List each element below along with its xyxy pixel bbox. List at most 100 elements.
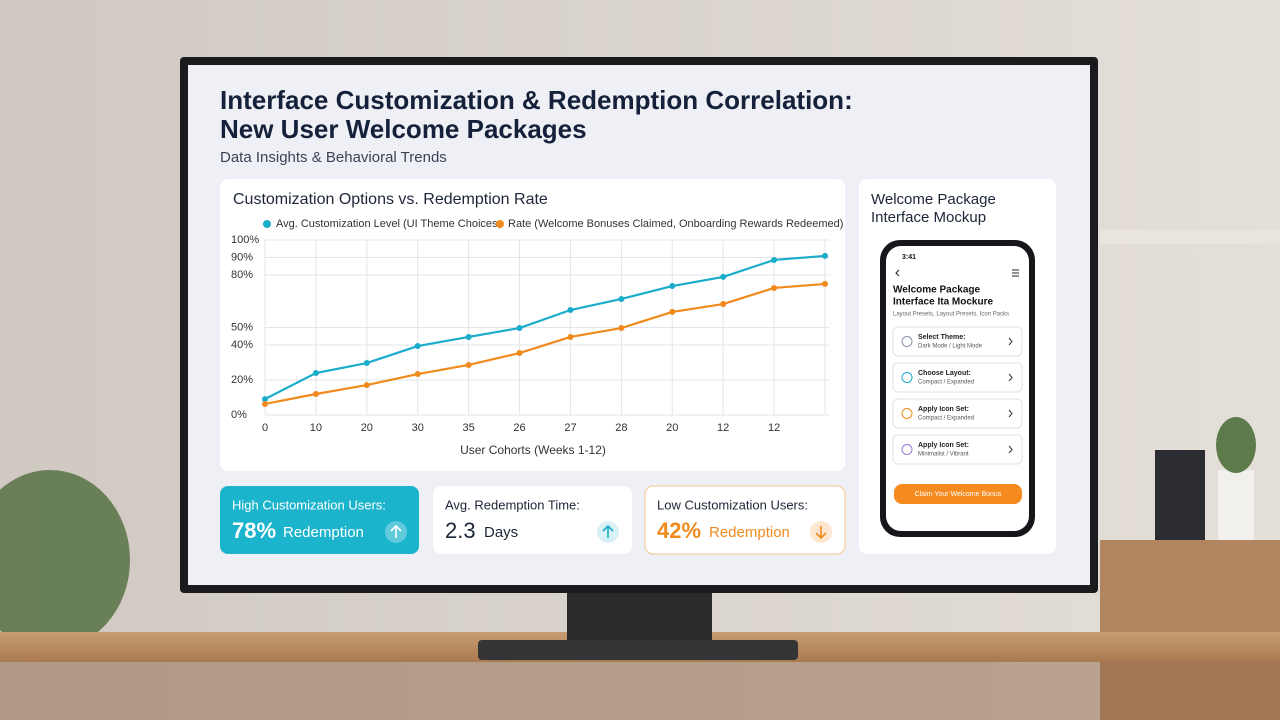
stand-base xyxy=(478,640,798,660)
data-point xyxy=(567,333,574,340)
up-arrow xyxy=(602,524,614,538)
x-tick-label: 27 xyxy=(564,422,576,434)
stat-unit: Redemption xyxy=(709,524,790,541)
chart-title: Customization Options vs. Redemption Rat… xyxy=(233,191,548,208)
mockup-title: Welcome Package xyxy=(871,191,996,208)
plant-left xyxy=(0,470,130,650)
y-tick-label: 40% xyxy=(231,339,253,351)
option-detail: Compact / Expanded xyxy=(918,380,974,386)
stat-value: 78% xyxy=(232,518,276,543)
title: Interface Customization & Redemption Cor… xyxy=(220,85,853,115)
screen-title: Interface Ita Mockure xyxy=(893,297,993,308)
data-point xyxy=(465,333,472,340)
y-tick-label: 0% xyxy=(231,409,247,421)
data-point xyxy=(465,361,472,368)
x-tick-label: 30 xyxy=(412,422,424,434)
x-tick-label: 12 xyxy=(768,422,780,434)
up-arrow xyxy=(390,524,402,538)
option-row[interactable] xyxy=(892,326,1023,357)
legend-label: Avg. Customization Level (UI Theme Choic… xyxy=(276,218,501,230)
legend-swatch xyxy=(496,220,504,228)
data-point xyxy=(363,382,370,389)
data-point xyxy=(516,325,523,332)
title: New User Welcome Packages xyxy=(220,114,587,144)
stat-value: 42% xyxy=(657,518,701,543)
stat-card xyxy=(644,485,846,555)
item-list: Select Theme: Dark Mode / Light Mode Choos… xyxy=(892,326,1023,465)
stat-value: 2.3 xyxy=(445,518,476,543)
stat-card xyxy=(433,486,632,554)
y-tick-label: 20% xyxy=(231,374,253,386)
data-point xyxy=(618,295,625,302)
down-arrow xyxy=(815,526,827,540)
data-point xyxy=(516,350,523,357)
chevron xyxy=(1008,337,1013,346)
subtitle: Data Insights & Behavioral Trends xyxy=(220,149,447,166)
y-tick-label: 80% xyxy=(231,269,253,281)
data-point xyxy=(262,396,268,403)
option-row[interactable] xyxy=(892,362,1023,393)
stat-label: Low Customization Users: xyxy=(657,497,808,512)
option-row[interactable] xyxy=(892,398,1023,429)
books xyxy=(1155,450,1205,540)
chart-card xyxy=(220,179,845,471)
stat-card xyxy=(220,486,419,554)
data-point xyxy=(312,370,319,376)
data-point xyxy=(771,256,778,263)
screen-title: Welcome Package xyxy=(893,285,981,296)
data-point xyxy=(822,280,828,287)
stat-label: High Customization Users: xyxy=(232,497,386,512)
data-point xyxy=(312,391,319,397)
data-point xyxy=(414,371,421,378)
x-tick-label: 0 xyxy=(262,422,268,434)
option-row[interactable] xyxy=(892,434,1023,465)
stat-label: Avg. Redemption Time: xyxy=(445,497,580,512)
chevron xyxy=(1008,409,1013,418)
option-detail: Minimalist / Vibrant xyxy=(918,452,969,458)
option-icon xyxy=(901,372,913,383)
y-tick-label: 90% xyxy=(231,251,253,263)
stat-unit: Days xyxy=(484,524,518,541)
option-icon xyxy=(901,444,913,455)
option-detail: Dark Mode / Light Mode xyxy=(918,344,983,350)
data-point xyxy=(414,343,421,350)
data-point xyxy=(669,308,676,315)
option-title: Choose Layout: xyxy=(918,370,971,377)
data-point xyxy=(669,283,676,290)
data-point xyxy=(822,252,828,259)
option-detail: Compact / Expanded xyxy=(918,416,974,422)
legend-label: Rate (Welcome Bonuses Claimed, Onboardin… xyxy=(508,218,843,230)
legend-swatch xyxy=(263,220,271,228)
stand xyxy=(567,590,712,645)
x-tick-label: 26 xyxy=(513,422,525,434)
y-tick-label: 50% xyxy=(231,321,253,333)
claim-button-label[interactable]: Claim Your Welcome Bonus xyxy=(915,491,1002,498)
phone-time: 3:41 xyxy=(902,254,916,261)
option-icon xyxy=(901,336,913,347)
stat-unit: Redemption xyxy=(283,524,364,541)
option-title: Apply Icon Set: xyxy=(918,442,969,449)
claim-button[interactable] xyxy=(894,484,1022,504)
x-tick-label: 20 xyxy=(666,422,678,434)
data-point xyxy=(720,273,727,280)
option-icon xyxy=(901,408,913,419)
plot: 100% 90% 80% 50% 40% 20% 0% 0 10 20 30 35 26 27 28 20 12… xyxy=(231,234,829,434)
series-line xyxy=(264,254,826,401)
x-tick-label: 10 xyxy=(310,422,322,434)
x-tick-label: 35 xyxy=(463,422,475,434)
option-title: Apply Icon Set: xyxy=(918,406,969,413)
phone-nav xyxy=(895,269,1019,277)
data-point xyxy=(720,301,727,308)
chevron xyxy=(1008,373,1013,382)
vase xyxy=(1218,470,1254,540)
data-point xyxy=(363,360,370,367)
y-tick-label: 100% xyxy=(231,234,259,246)
plant xyxy=(1216,417,1256,473)
desk-shadow xyxy=(0,662,1280,720)
option-title: Select Theme: xyxy=(918,334,965,341)
data-point xyxy=(262,400,268,407)
x-tick-label: 12 xyxy=(717,422,729,434)
data-point xyxy=(567,307,574,313)
screen-subtitle: Layout Presets, Layout Presets, Icon Pac… xyxy=(893,312,1009,318)
